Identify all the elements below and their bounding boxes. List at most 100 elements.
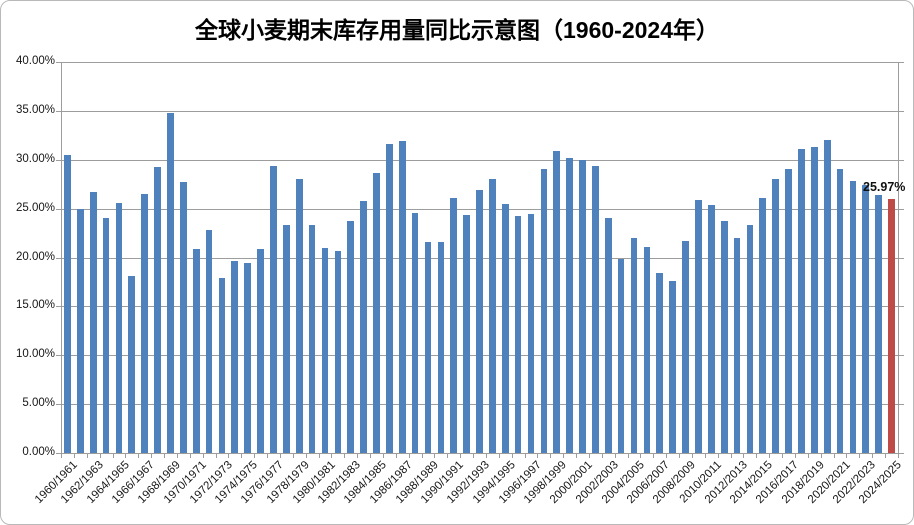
x-axis-tick	[267, 454, 269, 458]
y-axis-tick-right	[899, 159, 904, 161]
bar	[76, 208, 84, 453]
bar	[282, 225, 290, 453]
x-axis-tick	[447, 454, 449, 458]
x-axis-tick	[601, 454, 603, 458]
y-axis-line-right	[898, 62, 899, 454]
bar	[733, 237, 741, 453]
bar	[836, 168, 844, 453]
x-axis-tick	[434, 454, 436, 458]
x-axis-tick	[279, 454, 281, 458]
x-axis-tick	[228, 454, 230, 458]
x-axis-tick	[138, 454, 140, 458]
y-axis-tick-label: 40.00%	[15, 55, 55, 67]
bar	[823, 140, 831, 453]
x-axis-tick	[769, 454, 771, 458]
x-axis-tick	[550, 454, 552, 458]
bar	[759, 197, 767, 453]
y-axis-line-left	[61, 62, 62, 454]
x-axis-tick	[164, 454, 165, 458]
bar-highlighted	[888, 199, 895, 453]
x-axis-tick	[588, 454, 590, 458]
bar	[244, 263, 252, 453]
x-axis-tick	[125, 454, 127, 458]
x-axis-tick	[576, 454, 578, 458]
x-axis-tick	[782, 454, 784, 458]
bar	[398, 141, 406, 453]
y-axis-tick-label: 30.00%	[15, 152, 55, 165]
x-axis-tick	[846, 454, 848, 458]
x-axis-tick	[666, 454, 668, 458]
bar	[501, 203, 509, 453]
x-axis-tick	[357, 454, 359, 458]
x-axis-tick	[176, 454, 178, 458]
bar	[849, 181, 857, 453]
bar	[746, 225, 754, 453]
bar	[772, 179, 779, 453]
y-axis-tick-right	[899, 62, 904, 63]
x-axis-tick	[151, 454, 153, 458]
bar	[553, 150, 561, 453]
bar	[810, 147, 818, 453]
x-axis-tick	[730, 454, 732, 458]
bar	[334, 250, 342, 453]
bar	[295, 179, 303, 453]
bar	[179, 182, 187, 453]
x-axis-tick	[241, 454, 243, 458]
bar	[192, 248, 200, 453]
y-axis-tick-label: 10.00%	[15, 348, 55, 361]
bar	[89, 192, 97, 453]
bar	[64, 154, 71, 453]
chart-title: 全球小麦期末库存用量同比示意图（1960-2024年）	[195, 17, 719, 43]
x-axis-tick	[61, 454, 62, 458]
bar	[785, 168, 792, 453]
bar	[360, 200, 367, 453]
bar	[102, 218, 110, 453]
x-axis-tick	[704, 454, 706, 458]
bar	[540, 168, 548, 453]
y-axis-tick-right	[899, 208, 904, 210]
x-axis-tick	[653, 454, 655, 458]
y-axis-tick-right	[899, 306, 904, 308]
x-axis-tick	[872, 454, 874, 458]
y-axis-tick	[56, 62, 61, 63]
y-axis-tick	[56, 453, 61, 454]
y-axis-tick	[56, 355, 61, 357]
gridline	[61, 159, 898, 161]
x-axis-tick	[421, 454, 423, 458]
bar	[720, 221, 728, 453]
y-axis-tick-label: 20.00%	[15, 250, 55, 263]
y-axis-tick-right	[899, 257, 904, 259]
y-axis-tick	[56, 159, 61, 161]
x-axis-tick	[112, 454, 114, 458]
bar	[270, 165, 277, 453]
bar	[424, 241, 432, 453]
y-axis-tick-right	[899, 110, 904, 112]
x-axis-tick	[833, 454, 835, 458]
bar	[128, 276, 136, 453]
bar	[115, 202, 123, 453]
bar	[373, 173, 380, 453]
x-axis-tick	[537, 454, 539, 458]
bar	[604, 218, 612, 453]
x-axis-tick	[743, 454, 745, 458]
x-axis-tick	[627, 454, 629, 458]
highlight-value-label: 25.97%	[863, 180, 906, 194]
bar	[167, 112, 174, 453]
bar	[527, 213, 535, 453]
x-axis-tick	[756, 454, 758, 458]
y-axis-tick	[56, 257, 61, 259]
bar	[347, 221, 355, 453]
x-axis-tick	[640, 454, 642, 458]
x-axis-tick	[498, 454, 500, 458]
bar	[592, 165, 599, 453]
bar	[218, 278, 226, 453]
x-axis-tick	[679, 454, 681, 458]
x-axis-tick	[408, 454, 410, 458]
x-axis-tick	[99, 454, 101, 458]
bar	[630, 237, 638, 453]
x-axis-tick	[202, 454, 204, 458]
bar	[308, 225, 316, 453]
bar	[257, 248, 264, 453]
x-axis-tick	[370, 454, 372, 458]
